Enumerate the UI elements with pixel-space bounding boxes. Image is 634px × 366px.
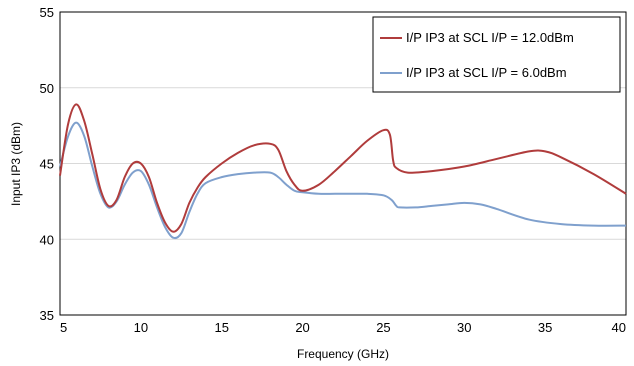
y-axis-title: Input IP3 (dBm) xyxy=(9,122,23,206)
series-line-2 xyxy=(59,121,627,240)
x-tick-label: 15 xyxy=(214,320,228,335)
series-lines xyxy=(59,103,627,240)
x-axis-title: Frequency (GHz) xyxy=(297,347,389,361)
x-tick-label: 5 xyxy=(60,320,67,335)
legend-label-series-2: I/P IP3 at SCL I/P = 6.0dBm xyxy=(406,65,567,80)
legend-label-series-1: I/P IP3 at SCL I/P = 12.0dBm xyxy=(406,30,574,45)
y-tick-label: 40 xyxy=(40,232,54,247)
y-tick-label: 50 xyxy=(40,81,54,96)
x-tick-label: 25 xyxy=(376,320,390,335)
legend: I/P IP3 at SCL I/P = 12.0dBm I/P IP3 at … xyxy=(372,16,621,93)
y-axis-ticks: 35 40 45 50 55 xyxy=(40,5,54,323)
x-tick-label: 35 xyxy=(538,320,552,335)
legend-box xyxy=(372,16,621,93)
x-tick-label: 30 xyxy=(457,320,471,335)
y-tick-label: 35 xyxy=(40,308,54,323)
x-axis-ticks: 5 10 15 20 25 30 35 40 xyxy=(60,320,626,335)
x-tick-label: 20 xyxy=(295,320,309,335)
y-tick-label: 45 xyxy=(40,157,54,172)
x-tick-label: 40 xyxy=(612,320,626,335)
series-line-1 xyxy=(59,103,627,233)
x-tick-label: 10 xyxy=(134,320,148,335)
y-tick-label: 55 xyxy=(40,5,54,20)
